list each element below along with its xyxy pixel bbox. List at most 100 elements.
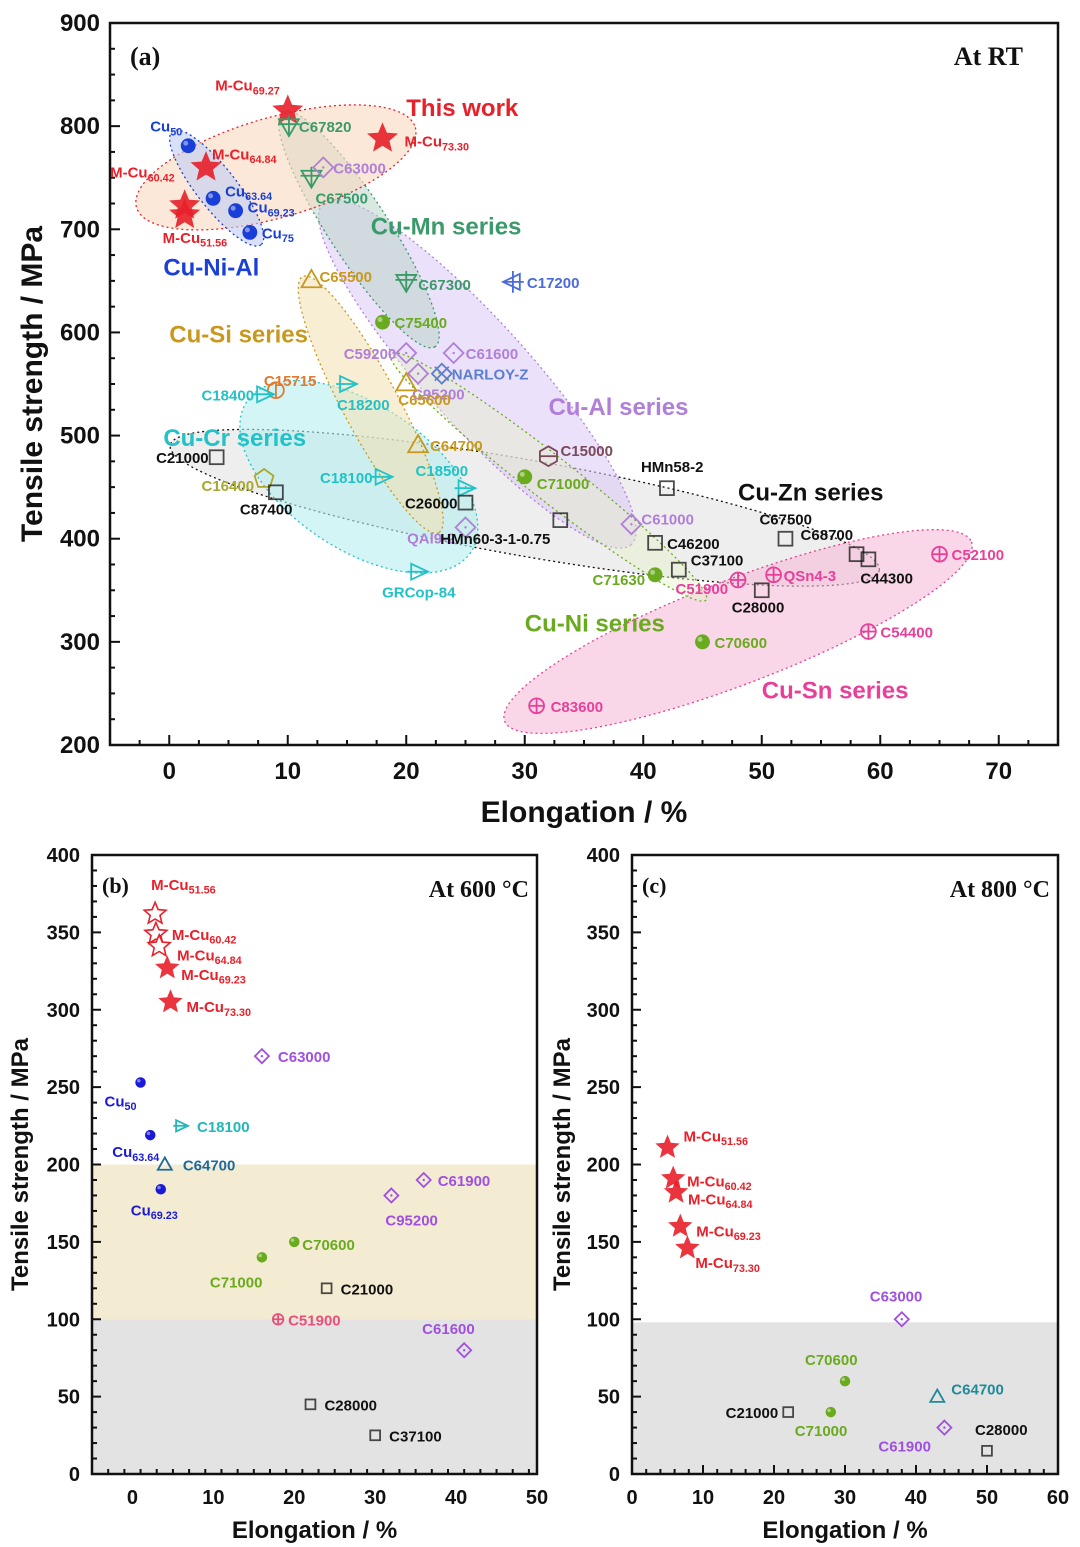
data-point: [500, 270, 524, 293]
point-label: C15000: [560, 443, 613, 460]
x-tick-label: 70: [985, 758, 1012, 785]
y-tick-label: 250: [47, 1077, 80, 1099]
x-tick-label: 30: [834, 1487, 856, 1509]
point-label: C67300: [418, 277, 471, 294]
point-label: C18500: [416, 463, 469, 480]
group-label: Cu-Cr series: [163, 425, 306, 452]
x-tick-label: 0: [127, 1487, 138, 1509]
point-label: M-Cu51.56: [684, 1128, 749, 1148]
data-point: [320, 1282, 333, 1295]
data-point: [256, 1252, 268, 1263]
data-point: [383, 1187, 400, 1204]
data-point: [663, 1179, 689, 1203]
data-point: [454, 478, 478, 498]
data-point: [158, 989, 183, 1013]
data-point: [928, 1387, 946, 1403]
point-label: NARLOY-Z: [452, 367, 529, 384]
data-point: [336, 374, 360, 394]
y-tick-label: 400: [47, 845, 80, 867]
data-point: [253, 384, 277, 404]
point-label: C61900: [438, 1173, 491, 1190]
panel-tag: (a): [130, 42, 160, 71]
data-point: [517, 469, 533, 485]
data-point: [552, 512, 569, 528]
y-tick-label: 800: [60, 113, 100, 140]
y-axis-label: Tensile strength / MPa: [16, 226, 49, 542]
data-point: [670, 561, 687, 578]
point-label: Cu63.64: [225, 183, 272, 203]
data-point: [143, 920, 169, 945]
data-point: [647, 535, 663, 551]
y-tick-label: 250: [587, 1077, 620, 1099]
data-point: [753, 582, 770, 599]
data-point: [860, 551, 877, 568]
data-point: [893, 1310, 911, 1328]
point-label: C67500: [315, 191, 368, 208]
y-tick-label: 50: [58, 1387, 80, 1409]
data-point: [729, 571, 747, 589]
data-point: [455, 1341, 473, 1359]
data-point: [695, 634, 710, 650]
data-point: [765, 566, 782, 584]
point-label: C83600: [551, 699, 604, 716]
point-label: C61000: [641, 511, 694, 528]
y-tick-label: 200: [587, 1155, 620, 1177]
point-label: C71000: [537, 476, 590, 493]
point-label: C51900: [288, 1312, 341, 1329]
panel-tag: (c): [642, 873, 666, 898]
point-label: M-Cu60.42: [172, 927, 237, 947]
point-label: C75400: [395, 315, 448, 332]
data-point: [430, 362, 453, 385]
data-point: [272, 94, 304, 124]
axis-ticks: [91, 854, 530, 1475]
data-point: [406, 362, 430, 385]
data-point: [242, 224, 258, 240]
point-label: C21000: [726, 1405, 779, 1422]
point-label: GRCop-84: [382, 585, 456, 602]
data-point: [407, 562, 431, 582]
axis-ticks: [631, 854, 1059, 1475]
y-tick-label: 300: [587, 1000, 620, 1022]
x-tick-label: 50: [748, 758, 775, 785]
point-label: C26000: [405, 496, 458, 513]
point-label: C95200: [385, 1212, 438, 1229]
point-label: C64700: [183, 1158, 236, 1175]
x-tick-label: 0: [163, 758, 176, 785]
point-label: M-Cu60.42: [110, 165, 175, 185]
group-label: Cu-Mn series: [371, 213, 522, 240]
data-point: [655, 1134, 680, 1158]
point-label: C63000: [333, 160, 386, 177]
point-label: M-Cu51.56: [151, 877, 216, 897]
y-tick-label: 100: [47, 1309, 80, 1331]
y-tick-label: 0: [609, 1464, 620, 1486]
panel-c: 0 10 20 30 40 50 60 0 50 100 150 200 250 300 350 400 Elo…: [549, 845, 1069, 1544]
x-tick-label: 30: [364, 1487, 386, 1509]
data-point: [135, 1077, 146, 1088]
x-tick-label: 20: [283, 1487, 305, 1509]
x-tick-label: 20: [393, 758, 420, 785]
data-point: [620, 513, 643, 536]
y-tick-label: 500: [60, 423, 100, 450]
y-tick-label: 150: [587, 1232, 620, 1254]
x-tick-label: 50: [526, 1487, 548, 1509]
data-point: [647, 567, 663, 583]
y-tick-label: 200: [47, 1155, 80, 1177]
y-tick-label: 900: [60, 10, 100, 37]
y-axis-label: Tensile strength / MPa: [549, 1037, 576, 1291]
data-point: [415, 1171, 432, 1189]
data-point: [442, 341, 465, 365]
data-point: [190, 151, 222, 181]
shaded-band: [92, 1319, 537, 1474]
point-label: C28000: [975, 1422, 1028, 1439]
point-label: Cu50: [105, 1093, 137, 1113]
point-label: C28000: [732, 599, 785, 616]
y-tick-label: 150: [47, 1232, 80, 1254]
point-label: M-Cu69.23: [696, 1223, 761, 1243]
x-tick-label: 10: [692, 1487, 714, 1509]
data-point: [367, 122, 399, 152]
x-tick-label: 40: [630, 758, 657, 785]
point-label: M-Cu69.27: [215, 78, 280, 98]
chart-title: At 800 °C: [950, 877, 1050, 903]
point-label: C63000: [870, 1288, 923, 1305]
